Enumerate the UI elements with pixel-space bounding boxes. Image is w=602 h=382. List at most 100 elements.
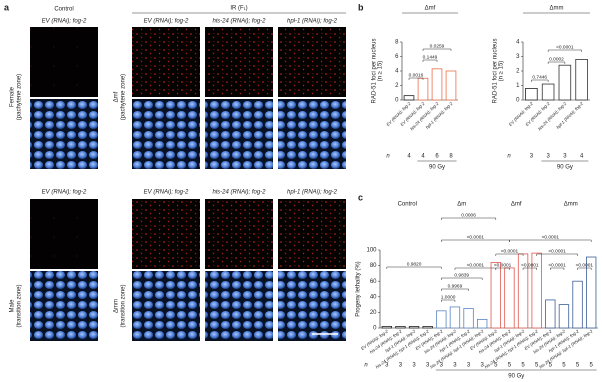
panel-label: b — [358, 2, 364, 12]
n-value: 5 — [562, 363, 566, 369]
bar — [449, 306, 461, 329]
bar — [572, 280, 583, 329]
p-value: 0.1449 — [423, 54, 438, 60]
n-value: 3 — [530, 154, 534, 160]
significance-bracket — [422, 48, 452, 51]
column-label: his-24 (RNAi); fog-2 — [212, 190, 266, 196]
n-value: 8 — [449, 154, 453, 160]
y-axis-label: Progeny lethality (%) — [356, 261, 362, 316]
row-label: Δmf — [114, 91, 120, 102]
n-value: 5 — [549, 363, 553, 369]
row-label: (transition zone) — [17, 284, 23, 327]
p-value: 0.0006 — [461, 212, 476, 218]
micrograph — [205, 199, 273, 269]
y-axis-label: (n ≥ 15) — [499, 61, 505, 82]
micrograph — [278, 27, 346, 97]
p-value: <0.0001 — [548, 248, 566, 254]
y-tick-label: 4 — [395, 69, 399, 75]
y-tick-label: 0 — [516, 98, 520, 104]
micrograph — [132, 99, 200, 169]
n-value: 4 — [421, 154, 425, 160]
n-label: n — [386, 154, 390, 160]
n-value: 5 — [521, 363, 525, 369]
row-label: (transition zone) — [121, 284, 127, 327]
p-value: 0.7446 — [532, 74, 547, 80]
y-tick-label: 80 — [370, 263, 377, 269]
n-value: 3 — [412, 363, 416, 369]
p-value: <0.0001 — [556, 44, 574, 50]
bar — [403, 95, 415, 101]
significance-bracket — [408, 77, 424, 80]
significance-bracket — [441, 288, 469, 291]
significance-bracket — [386, 266, 442, 269]
y-tick-label: 2 — [395, 83, 399, 89]
micrograph — [278, 99, 346, 169]
group-label: Δmf — [511, 202, 522, 208]
row-label: Δmm — [114, 299, 120, 313]
bar — [436, 310, 447, 329]
n-value: 3 — [399, 363, 403, 369]
n-value: 5 — [590, 363, 594, 369]
bar — [575, 59, 588, 101]
group-label: Δm — [457, 202, 466, 208]
bar — [586, 256, 597, 329]
significance-bracket — [441, 217, 497, 220]
y-tick-label: 20 — [370, 310, 377, 316]
row-label: (pachytene zone) — [17, 74, 23, 120]
chart-title: Δmm — [549, 6, 563, 12]
significance-bracket — [536, 253, 578, 256]
p-value: 0.0002 — [549, 56, 564, 62]
micrograph — [205, 27, 273, 97]
n-value: 5 — [508, 363, 512, 369]
dose-label: 90 Gy — [508, 374, 524, 380]
y-tick-label: 8 — [395, 40, 399, 46]
y-tick-label: 0 — [373, 326, 377, 332]
group-label: Δmm — [564, 202, 578, 208]
dose-label: 90 Gy — [557, 165, 573, 171]
bar — [477, 319, 488, 329]
significance-bracket — [577, 267, 592, 270]
row-label: Male — [10, 299, 16, 313]
n-value: 4 — [407, 154, 411, 160]
p-value: 0.9820 — [407, 261, 422, 267]
micrograph — [205, 99, 273, 169]
n-value: 3 — [426, 363, 430, 369]
micrograph — [30, 27, 98, 97]
significance-bracket — [441, 239, 510, 242]
row-label: (pachytene zone) — [121, 74, 127, 120]
column-label: EV (RNAi); fog-2 — [42, 190, 87, 196]
n-value: 3 — [453, 363, 457, 369]
n-value: 3 — [385, 363, 389, 369]
y-axis-label: (n ≥ 15) — [378, 61, 384, 82]
column-header: IR (F₁) — [230, 6, 247, 12]
column-header: Control — [54, 7, 73, 13]
y-tick-label: 60 — [370, 279, 377, 285]
column-label: EV (RNAi); fog-2 — [42, 19, 87, 25]
bar — [504, 267, 515, 329]
x-tick-label: hpl-1 (RNAi); fog-2 — [425, 101, 454, 130]
n-value: 3 — [467, 363, 471, 369]
p-value: <0.0001 — [548, 262, 566, 268]
n-value: 3 — [546, 154, 550, 160]
bar — [525, 88, 538, 101]
bar — [463, 308, 474, 329]
panel-label: c — [358, 192, 363, 202]
n-value: 5 — [535, 363, 539, 369]
n-value: 3 — [481, 363, 485, 369]
significance-bracket — [547, 61, 566, 64]
bar — [417, 77, 429, 101]
y-tick-label: 6 — [395, 54, 399, 60]
p-value: <0.0001 — [501, 248, 519, 254]
significance-bracket — [441, 277, 483, 280]
row-label: Female — [10, 86, 16, 107]
column-label: his-24 (RNAi); fog-2 — [212, 19, 266, 25]
bar — [445, 70, 457, 101]
p-value: 0.9969 — [448, 283, 463, 289]
p-value: <0.0001 — [494, 262, 512, 268]
p-value: 0.9839 — [454, 272, 469, 278]
micrograph — [132, 199, 200, 269]
n-value: 3 — [440, 363, 444, 369]
group-label: Control — [398, 202, 417, 208]
y-tick-label: 4 — [516, 40, 520, 46]
